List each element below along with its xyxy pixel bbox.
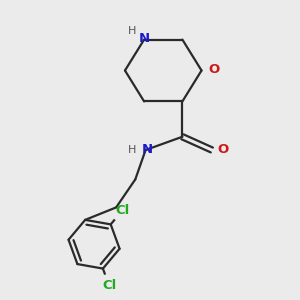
Text: O: O [218, 143, 229, 157]
Text: Cl: Cl [115, 204, 130, 217]
Text: H: H [128, 145, 136, 155]
Text: N: N [142, 143, 153, 157]
Text: H: H [128, 26, 136, 36]
Text: Cl: Cl [102, 279, 116, 292]
Text: O: O [208, 62, 220, 76]
Text: N: N [139, 32, 150, 45]
